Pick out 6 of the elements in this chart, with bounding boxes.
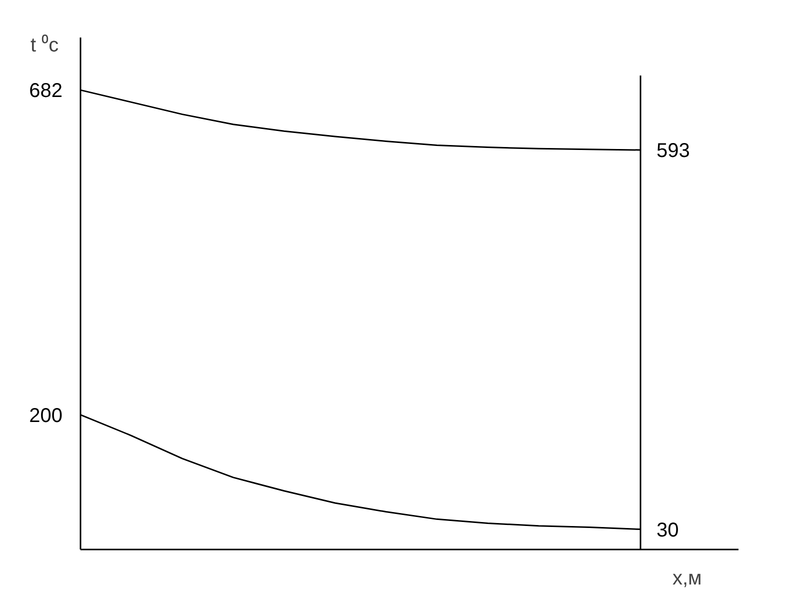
y-axis-title: t ⁰c — [30, 34, 59, 56]
data-label: 593 — [656, 140, 690, 162]
data-label: 30 — [656, 519, 679, 542]
x-axis-title: x,м — [672, 568, 702, 590]
data-label: 200 — [29, 404, 63, 427]
data-label: 682 — [29, 80, 63, 102]
